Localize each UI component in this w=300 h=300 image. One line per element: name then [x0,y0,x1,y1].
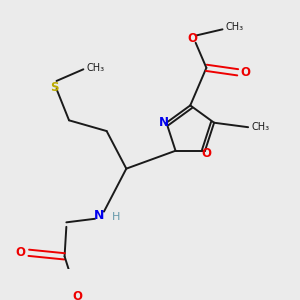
Text: O: O [241,66,251,79]
Text: H: H [112,212,121,222]
Text: O: O [16,246,26,259]
Text: CH₃: CH₃ [226,22,244,32]
Text: N: N [93,209,104,222]
Text: O: O [72,290,82,300]
Text: CH₃: CH₃ [252,122,270,132]
Text: N: N [159,116,169,129]
Text: O: O [187,32,197,45]
Text: S: S [50,81,59,94]
Text: O: O [202,147,212,160]
Text: CH₃: CH₃ [87,62,105,73]
